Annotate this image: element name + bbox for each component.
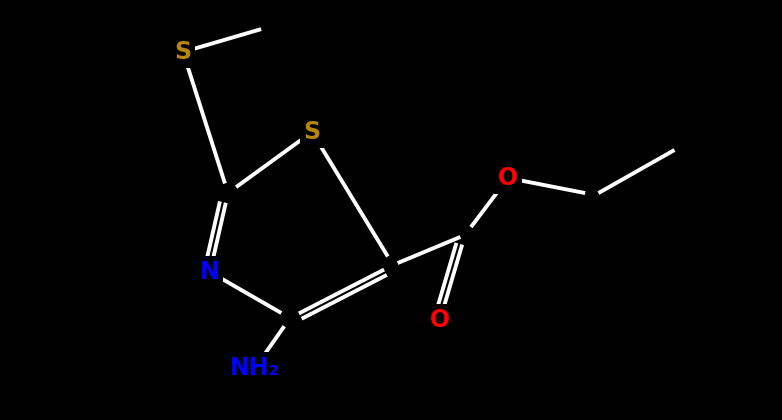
Text: N: N (200, 260, 220, 284)
Text: NH₂: NH₂ (230, 356, 280, 380)
Text: O: O (430, 308, 450, 332)
Text: S: S (174, 40, 192, 64)
Text: O: O (498, 166, 518, 190)
Text: S: S (303, 120, 321, 144)
